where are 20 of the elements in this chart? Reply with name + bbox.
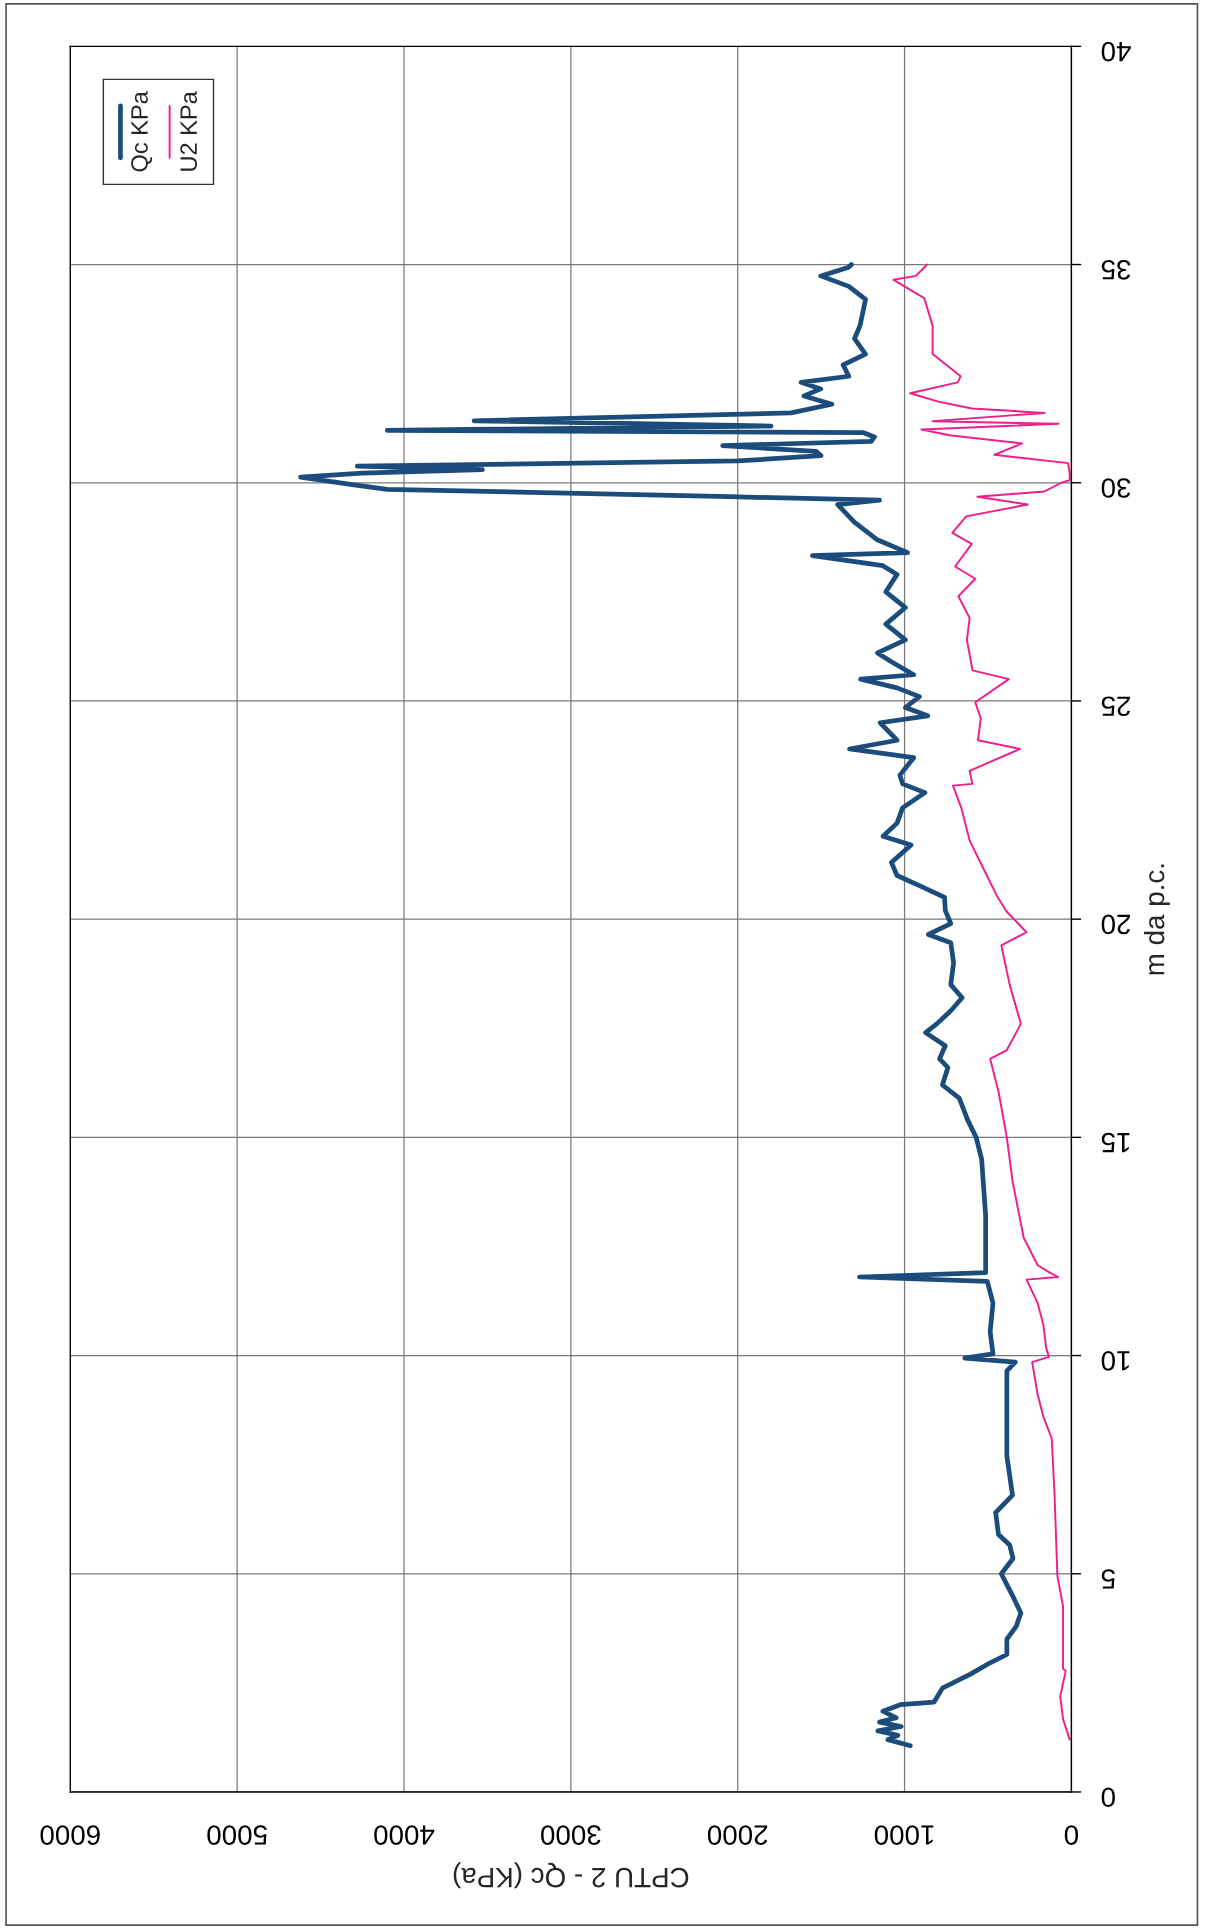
y-tick-label: 20 xyxy=(1101,914,1131,935)
y-tick-label: 5 xyxy=(1101,1569,1115,1589)
x-tick-label: 5000 xyxy=(207,1825,267,1845)
x-tick-label: 1000 xyxy=(874,1825,934,1845)
y-tick-label: 30 xyxy=(1101,478,1131,498)
legend-label: U2 KPa xyxy=(180,91,198,171)
y-tick-label: 35 xyxy=(1101,259,1131,280)
y-axis-title: m da p.c. xyxy=(1143,864,1170,975)
x-tick-label: 3000 xyxy=(541,1825,601,1845)
x-tick-label: 4000 xyxy=(374,1825,435,1845)
y-tick-label: 40 xyxy=(1101,41,1131,62)
x-tick-label: 2000 xyxy=(707,1825,768,1845)
legend-label: Qc KPa xyxy=(131,91,153,172)
y-tick-label: 0 xyxy=(1101,1787,1115,1808)
x-axis-title: CPTU 2 - Qc (KPa) xyxy=(453,1862,689,1889)
y-tick-label: 10 xyxy=(1101,1350,1130,1371)
x-tick-label: 0 xyxy=(1064,1825,1079,1845)
y-tick-label: 25 xyxy=(1101,696,1131,717)
y-tick-label: 15 xyxy=(1101,1132,1130,1153)
x-tick-label: 6000 xyxy=(40,1825,100,1845)
